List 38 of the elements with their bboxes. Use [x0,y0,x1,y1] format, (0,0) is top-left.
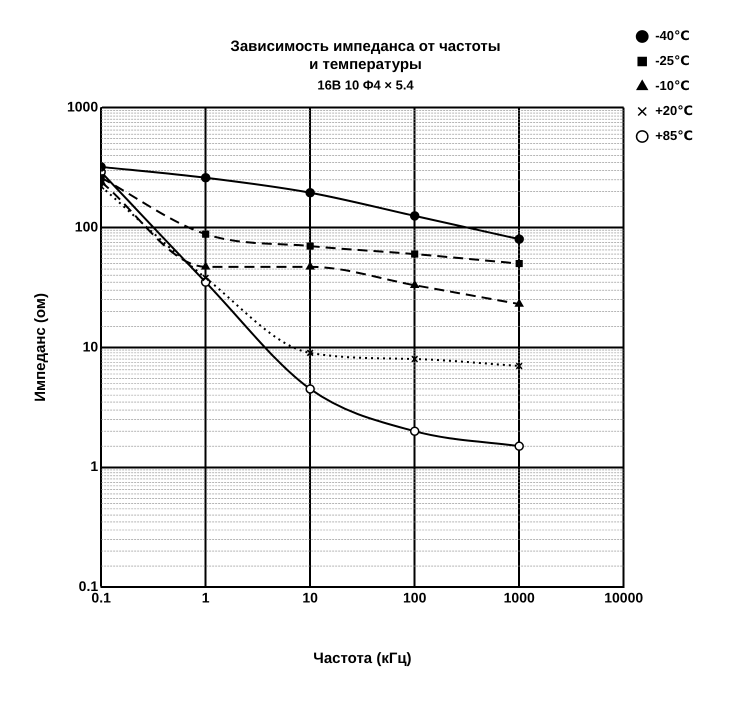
y-tick-label: 1000 [66,98,98,114]
point [306,349,314,356]
y-tick-label: 1 [90,458,98,474]
point [514,299,524,307]
point [411,355,418,363]
point [516,362,523,370]
point [306,262,314,270]
x-axis-title: Частота (кГц) [313,650,412,668]
chart-subtitle: 16В 10 Φ4 × 5.4 [317,77,414,92]
point [411,250,418,258]
legend-label: +85℃ [655,128,694,144]
point [514,234,524,244]
point [306,242,314,250]
point [202,274,210,282]
legend-label: +20℃ [655,103,694,118]
y-tick-label: 10 [82,338,98,354]
legend-label: -10℃ [655,78,690,94]
point [410,211,420,221]
x-tick-label: 10 [302,589,318,606]
text: Зависимость импеданса от частоты [230,38,501,56]
x-tick-label: 10000 [604,589,644,606]
x-tick-label: 1000 [504,589,535,606]
x-tick-label: 1 [202,589,210,606]
point [410,280,419,288]
point [200,172,210,182]
y-tick-label: 100 [74,218,98,234]
point [516,260,523,268]
point [202,230,210,238]
y-axis-title: Импеданс (ом) [32,293,50,402]
legend-label: -25℃ [655,53,690,68]
point [410,426,420,436]
legend-label: -40℃ [655,28,690,44]
point [514,441,524,451]
point [305,188,315,198]
text: и температуры [309,56,422,74]
point [201,262,210,270]
point [305,384,315,394]
x-tick-label: 100 [403,589,427,606]
